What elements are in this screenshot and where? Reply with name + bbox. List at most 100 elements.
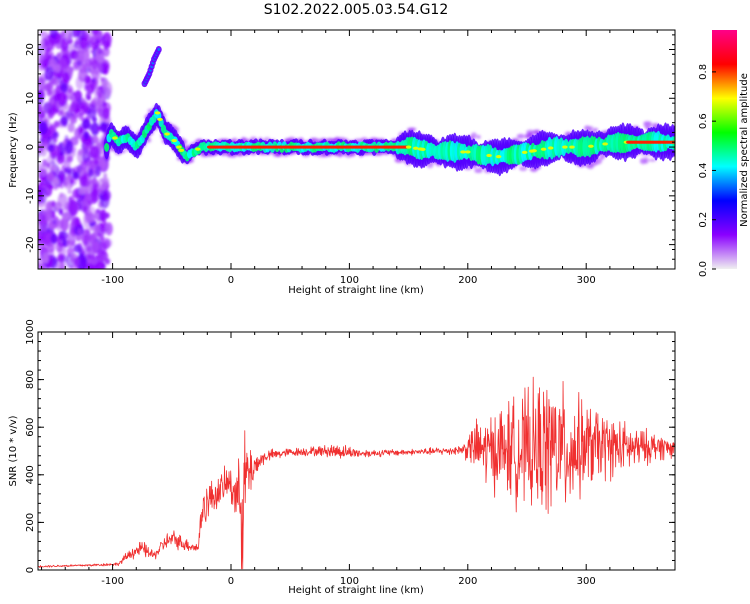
noise-blob — [97, 92, 102, 99]
x-tick-label: 200 — [458, 576, 477, 587]
x-tick-label: 0 — [228, 576, 234, 587]
snr-series-line — [38, 376, 675, 570]
x-tick-label: 100 — [340, 275, 359, 286]
noise-blob — [64, 30, 72, 41]
noise-blob — [78, 186, 86, 195]
y-tick-label: -20 — [25, 236, 36, 252]
noise-blob — [91, 258, 97, 265]
noise-blob — [75, 40, 79, 46]
noise-blob — [57, 92, 68, 107]
snr-panel: -100 0 100 200 300 0 200 400 600 800 1000 Height o… — [8, 319, 676, 596]
noise-blob — [69, 113, 73, 120]
noise-blob — [40, 235, 45, 241]
noise-blob — [47, 183, 54, 190]
ridge-peak — [569, 145, 575, 149]
noise-blob — [45, 210, 52, 222]
noise-blob — [65, 140, 74, 155]
noise-blob — [102, 189, 112, 202]
ridge-peak — [164, 132, 170, 136]
noise-blob — [63, 211, 71, 220]
noise-blob — [38, 256, 42, 263]
halo-blob — [476, 134, 481, 139]
branch-core — [157, 48, 161, 52]
noise-blob — [60, 37, 69, 52]
ridge-peak — [547, 146, 554, 150]
colorbar-ticks: 0.0 0.2 0.4 0.6 0.8 — [698, 64, 716, 277]
ridge-peak — [195, 147, 201, 151]
noise-blob — [38, 190, 43, 199]
ridge-peak — [157, 117, 163, 122]
x-tick-label: -100 — [101, 275, 124, 286]
noise-blob — [42, 231, 53, 245]
halo-blob — [643, 156, 649, 164]
noise-blob — [67, 122, 75, 133]
noise-blob — [39, 91, 46, 101]
ridge-peak — [112, 136, 118, 140]
ridge-peak — [154, 111, 161, 115]
noise-blob — [56, 40, 60, 45]
noise-blob — [50, 104, 58, 116]
noise-blob — [76, 30, 86, 41]
halo-blob — [593, 127, 599, 132]
noise-blob — [58, 230, 68, 241]
noise-blob — [60, 83, 68, 94]
y-tick-label: 0 — [25, 567, 36, 573]
noise-blob — [87, 200, 93, 206]
noise-blob — [38, 103, 43, 118]
noise-blob — [74, 49, 85, 66]
noise-blob — [89, 145, 100, 159]
noise-blob — [39, 223, 48, 233]
noise-blob — [77, 164, 83, 174]
noise-blob — [86, 94, 91, 101]
y-tick-label: -10 — [25, 188, 36, 204]
ridge-peak — [420, 147, 426, 152]
noise-blob — [51, 177, 60, 186]
noise-blob — [60, 115, 68, 126]
ridge-peak — [495, 155, 502, 159]
noise-blob — [69, 95, 74, 101]
noise-blob — [38, 241, 46, 251]
noise-blob — [44, 66, 54, 81]
noise-blob — [92, 178, 98, 184]
noise-blob — [43, 245, 52, 257]
noise-blob — [64, 167, 70, 174]
noise-blob — [81, 229, 91, 245]
noise-blob — [51, 200, 56, 207]
noise-blob — [95, 37, 104, 47]
noise-blob — [90, 49, 94, 54]
noise-blob — [101, 107, 110, 120]
noise-blob — [56, 152, 65, 165]
noise-blob — [47, 82, 53, 90]
noise-blob — [58, 208, 62, 215]
noise-blob — [69, 102, 77, 112]
y-tick-label: 1000 — [25, 319, 36, 344]
noise-blob — [84, 215, 90, 224]
noise-blob — [46, 122, 53, 130]
noise-blob — [95, 100, 103, 108]
noise-blob — [38, 153, 41, 158]
noise-blob — [50, 233, 58, 245]
noise-blob — [78, 126, 83, 134]
noise-blob — [44, 50, 49, 57]
y-tick-label: 10 — [25, 92, 36, 105]
noise-blob — [96, 47, 103, 56]
noise-blob — [97, 218, 101, 223]
noise-blob — [94, 165, 102, 176]
noise-blob — [96, 138, 103, 150]
noise-blob — [98, 253, 107, 262]
noise-blob — [91, 30, 99, 36]
halo-blob — [643, 122, 652, 129]
noise-blob — [88, 136, 94, 144]
noise-blob — [70, 264, 75, 269]
halo-blob — [474, 168, 483, 174]
noise-blob — [66, 155, 73, 163]
noise-blob — [59, 173, 66, 181]
noise-blob — [53, 258, 58, 265]
noise-blob — [102, 101, 107, 108]
noise-blob — [57, 244, 67, 257]
x-tick-label: 300 — [577, 275, 596, 286]
spectrogram-x-axis-label: Height of straight line (km) — [288, 285, 424, 296]
ridge-peak — [562, 145, 568, 149]
